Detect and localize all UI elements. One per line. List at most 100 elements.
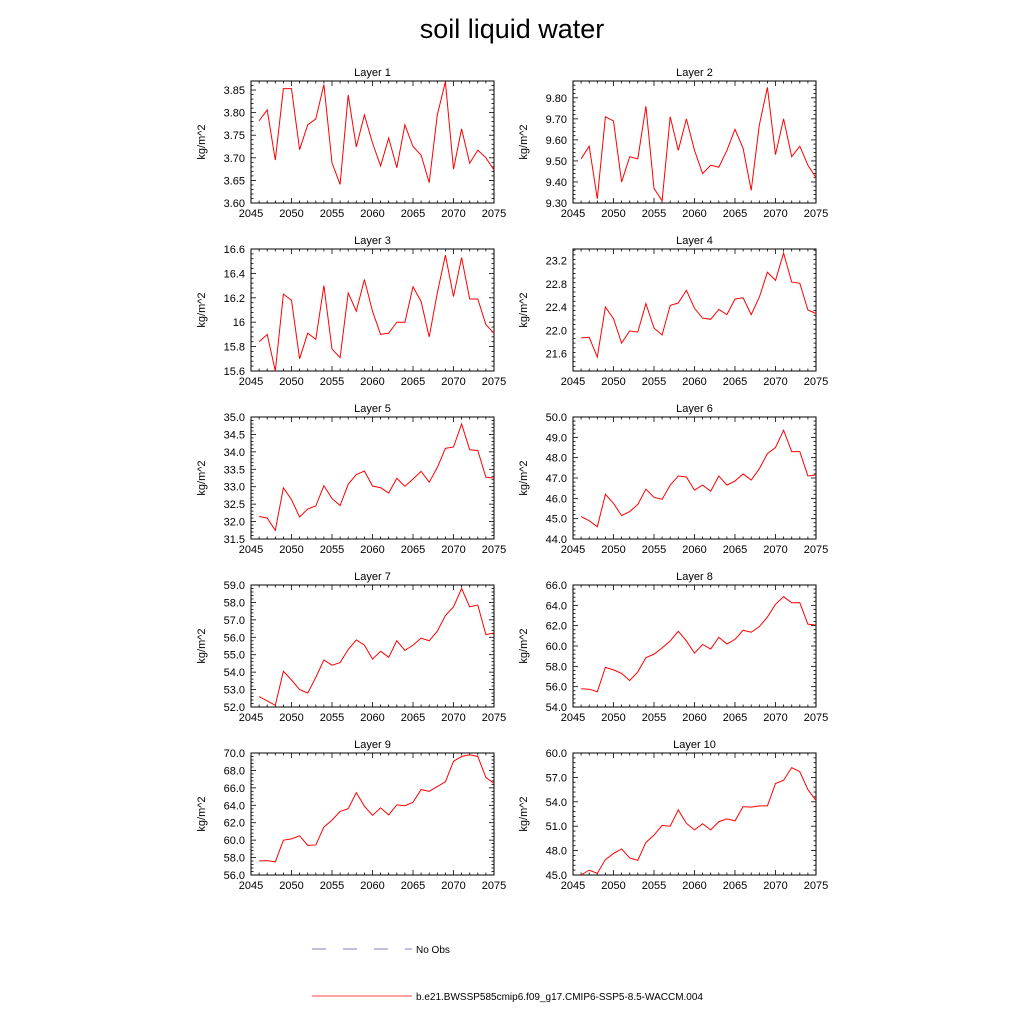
panel-10-series-line <box>580 766 817 876</box>
legend-model-label: b.e21.BWSSP585cmip6.f09_g17.CMIP6-SSP5-8… <box>416 992 703 1003</box>
panel-9-ytick-label: 60.0 <box>224 835 245 847</box>
panel-8-xtick-label: 2065 <box>723 712 747 724</box>
panel-6-ylabel: kg/m^2 <box>518 460 530 495</box>
panel-5-xtick-label: 2055 <box>320 544 344 556</box>
panel-8-ytick-label: 58.0 <box>546 661 567 673</box>
panel-2-ytick-label: 9.40 <box>546 177 567 189</box>
panel-9-ytick-label: 70.0 <box>224 748 245 760</box>
panel-8-ylabel: kg/m^2 <box>518 628 530 663</box>
panel-4-title: Layer 4 <box>676 235 713 247</box>
panel-8-xtick-label: 2075 <box>804 712 828 724</box>
panel-6-xtick-label: 2050 <box>601 544 625 556</box>
panel-8-xtick-label: 2045 <box>561 712 585 724</box>
panel-5-xtick-label: 2060 <box>360 544 384 556</box>
panel-10-xtick-label: 2070 <box>763 880 787 892</box>
panel-9-series-line <box>259 754 495 863</box>
panel-2-ytick-label: 9.80 <box>546 93 567 105</box>
panel-7-ytick-label: 55.0 <box>224 650 245 662</box>
panel-4-series-line <box>581 251 817 359</box>
panel-6-xtick-label: 2060 <box>682 544 706 556</box>
panel-7-ytick-label: 58.0 <box>224 597 245 609</box>
panel-5-ytick-label: 33.0 <box>224 482 245 494</box>
panel-2-ytick-label: 9.70 <box>546 114 567 126</box>
panel-5-title: Layer 5 <box>354 403 391 415</box>
panel-5-xtick-label: 2065 <box>401 544 425 556</box>
panel-4-ytick-label: 22.8 <box>546 279 567 291</box>
panel-1-ylabel: kg/m^2 <box>196 124 208 159</box>
panel-2-xtick-label: 2065 <box>723 208 747 220</box>
panel-2-ylabel: kg/m^2 <box>518 124 530 159</box>
panel-7-ytick-label: 54.0 <box>224 667 245 679</box>
panel-3-xtick-label: 2065 <box>401 376 425 388</box>
panel-10-xtick-label: 2055 <box>642 880 666 892</box>
panel-7-xtick-label: 2065 <box>401 712 425 724</box>
panel-1-ytick-label: 3.65 <box>224 175 245 187</box>
panel-8-title: Layer 8 <box>676 571 713 583</box>
panel-9-ytick-label: 68.0 <box>224 765 245 777</box>
panel-7-title: Layer 7 <box>354 571 391 583</box>
panel-4-xtick-label: 2055 <box>642 376 666 388</box>
panel-5-ytick-label: 32.0 <box>224 517 245 529</box>
figure-title: soil liquid water <box>419 14 605 44</box>
panel-3-xtick-label: 2050 <box>279 376 303 388</box>
panel-9-ytick-label: 58.0 <box>224 853 245 865</box>
panel-2-xtick-label: 2050 <box>601 208 625 220</box>
panel-3-title: Layer 3 <box>354 235 391 247</box>
panel-4-xtick-label: 2065 <box>723 376 747 388</box>
panel-10-xtick-label: 2060 <box>682 880 706 892</box>
panel-1-ytick-label: 3.60 <box>224 198 245 210</box>
panel-8-xtick-label: 2050 <box>601 712 625 724</box>
panel-6-frame <box>572 416 817 540</box>
panel-10-ylabel: kg/m^2 <box>518 796 530 831</box>
panel-7-xtick-label: 2075 <box>482 712 506 724</box>
panel-9-xtick-label: 2045 <box>239 880 263 892</box>
panel-8-ytick-label: 60.0 <box>546 641 567 653</box>
panel-6-ytick-label: 45.0 <box>546 514 567 526</box>
panel-8-ytick-label: 66.0 <box>546 580 567 592</box>
panel-9-title: Layer 9 <box>354 739 391 751</box>
panel-8-xtick-label: 2055 <box>642 712 666 724</box>
panel-8-series-line <box>581 596 817 693</box>
panel-4-xtick-label: 2050 <box>601 376 625 388</box>
panel-2-xtick-label: 2045 <box>561 208 585 220</box>
panel-9-xtick-label: 2065 <box>401 880 425 892</box>
panel-1-xtick-label: 2060 <box>360 208 384 220</box>
panel-3-ytick-label: 16.4 <box>224 268 245 280</box>
panel-5-xtick-label: 2075 <box>482 544 506 556</box>
panel-7-xtick-label: 2055 <box>320 712 344 724</box>
panel-6-xtick-label: 2075 <box>804 544 828 556</box>
panel-5-xtick-label: 2045 <box>239 544 263 556</box>
panel-3-xtick-label: 2060 <box>360 376 384 388</box>
panel-7-ytick-label: 57.0 <box>224 615 245 627</box>
panel-10-xtick-label: 2075 <box>804 880 828 892</box>
panel-2-xtick-label: 2070 <box>763 208 787 220</box>
panel-3-ytick-label: 15.8 <box>224 342 245 354</box>
panel-6-xtick-label: 2055 <box>642 544 666 556</box>
panel-6-ytick-label: 47.0 <box>546 473 567 485</box>
panel-3-xtick-label: 2045 <box>239 376 263 388</box>
panel-1-xtick-label: 2065 <box>401 208 425 220</box>
panel-1-ytick-label: 3.75 <box>224 130 245 142</box>
panel-1-xtick-label: 2050 <box>279 208 303 220</box>
panel-1-xtick-label: 2045 <box>239 208 263 220</box>
panel-9-ylabel: kg/m^2 <box>196 796 208 831</box>
panel-9-xtick-label: 2060 <box>360 880 384 892</box>
panel-1-xtick-label: 2055 <box>320 208 344 220</box>
panel-5-ytick-label: 34.0 <box>224 447 245 459</box>
panel-2-ytick-label: 9.30 <box>546 198 567 210</box>
panel-7-xtick-label: 2070 <box>441 712 465 724</box>
panel-5-ytick-label: 32.5 <box>224 499 245 511</box>
panel-2-series-line <box>580 87 817 203</box>
panel-7-xtick-label: 2060 <box>360 712 384 724</box>
panel-5-xtick-label: 2070 <box>441 544 465 556</box>
panel-6-ytick-label: 48.0 <box>546 453 567 465</box>
panel-10-ytick-label: 51.0 <box>546 821 567 833</box>
panel-3-ylabel: kg/m^2 <box>196 292 208 327</box>
panel-6-series-line <box>580 428 817 528</box>
panel-4-ytick-label: 22.0 <box>546 325 567 337</box>
panel-9-xtick-label: 2055 <box>320 880 344 892</box>
panel-1-title: Layer 1 <box>354 67 391 79</box>
panel-9-xtick-label: 2050 <box>279 880 303 892</box>
panel-2-xtick-label: 2060 <box>682 208 706 220</box>
